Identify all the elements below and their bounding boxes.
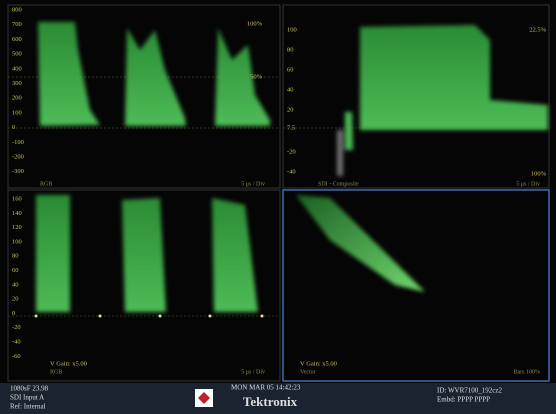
tick-label: -40: [287, 168, 296, 175]
tick-label: 500: [12, 51, 22, 58]
display-mode: Bars 100%: [514, 369, 541, 375]
tick-label: -100: [12, 139, 24, 146]
date-time: MON MAR 05 14:42:23: [231, 384, 301, 392]
embedded-audio: Embd: PPPP PPPP: [437, 396, 490, 404]
tick-label: 100: [12, 238, 22, 245]
scale-label: 100%: [247, 20, 263, 27]
tick-label: 20: [287, 106, 294, 113]
tick-label: 120: [12, 224, 22, 231]
tick-label: 7.5: [287, 124, 295, 131]
device-id: ID: WVR7100_192cz2: [437, 387, 502, 395]
tick-label: -300: [12, 168, 24, 175]
tick-label: -60: [12, 353, 21, 360]
tick-label: 100: [287, 26, 297, 33]
tick-label: -40: [12, 338, 21, 345]
waveform-label: Vector: [300, 369, 316, 375]
scale-label: 100%: [531, 170, 547, 177]
tick-label: 0: [12, 310, 15, 317]
scale-label: 22.5%: [529, 26, 546, 33]
tick-label: -20: [12, 324, 21, 331]
tick-label: -200: [12, 153, 24, 160]
tick-label: 40: [12, 281, 19, 288]
timebase: 5 μs / Div: [516, 181, 540, 187]
gain: V Gain: x5.00: [50, 360, 87, 367]
tick-label: 0: [12, 124, 15, 131]
tick-label: 80: [287, 46, 294, 53]
timebase: 5 μs / Div: [241, 369, 265, 375]
tick-label: 160: [12, 195, 22, 202]
scale-label: 50%: [250, 73, 263, 80]
tick-label: 800: [12, 6, 22, 13]
waveform-monitor: 100% 50% RGB 5 μs / Div 22.5% 100% SDI -…: [0, 0, 556, 414]
tick-label: -20: [287, 148, 296, 155]
waveform-label: SDI - Composite: [318, 181, 359, 187]
tick-label: 140: [12, 210, 22, 217]
video-format: 1080sF 23.98: [10, 385, 49, 393]
timebase: 5 μs / Div: [241, 181, 265, 187]
tick-label: 600: [12, 36, 22, 43]
tick-label: 20: [12, 296, 19, 303]
reference: Ref: Internal: [10, 403, 46, 411]
tick-label: 400: [12, 65, 22, 72]
tick-label: 40: [287, 86, 294, 93]
tick-label: 60: [287, 66, 294, 73]
input: SDI Input A: [10, 394, 44, 402]
tick-label: 200: [12, 95, 22, 102]
tick-label: 300: [12, 80, 22, 87]
tick-label: 60: [12, 267, 19, 274]
tick-label: 100: [12, 109, 22, 116]
waveform-label: RGB: [40, 181, 52, 187]
gain: V Gain: x5.00: [300, 360, 337, 367]
tick-label: 80: [12, 253, 19, 260]
waveform-label: RGB: [50, 369, 62, 375]
brand: Tektronix: [243, 394, 298, 409]
tick-label: 700: [12, 21, 22, 28]
